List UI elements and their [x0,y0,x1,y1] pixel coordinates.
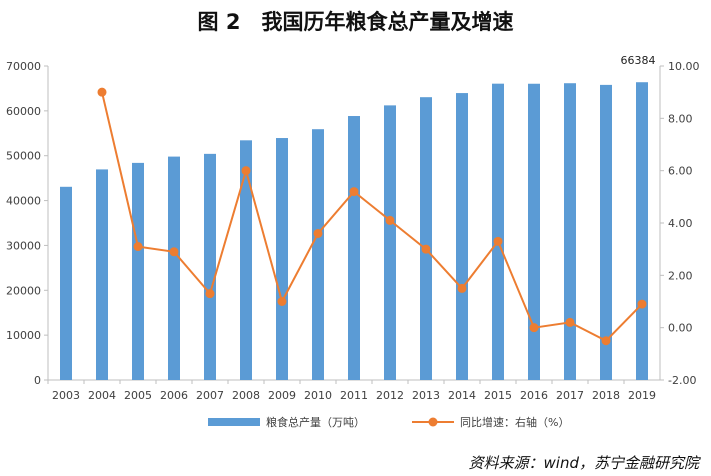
right-tick-label: 8.00 [668,112,693,125]
bar [528,83,540,380]
growth-point [565,317,575,327]
line-series [97,87,647,346]
bar [312,129,324,380]
x-tick-label: 2015 [484,389,512,402]
bar-annotation: 66384 [621,54,656,67]
x-tick-label: 2007 [196,389,224,402]
legend-line-label: 同比增速：右轴（%） [460,415,569,429]
legend-bar-label: 粮食总产量（万吨） [266,415,365,429]
left-tick-label: 10000 [6,329,41,342]
legend: 粮食总产量（万吨） 同比增速：右轴（%） [208,415,569,429]
x-tick-label: 2014 [448,389,476,402]
x-tick-label: 2006 [160,389,188,402]
growth-point [457,283,467,293]
growth-point [601,336,611,346]
bar [348,116,360,380]
x-tick-label: 2003 [52,389,80,402]
growth-point [169,247,179,257]
x-tick-label: 2018 [592,389,620,402]
source-note: 资料来源：wind，苏宁金融研究院 [468,454,699,472]
growth-point [97,87,107,97]
bar [240,140,252,380]
x-tick-label: 2012 [376,389,404,402]
bar [132,162,144,380]
left-tick-label: 70000 [6,60,41,73]
chart-title: 图 2 我国历年粮食总产量及增速 [197,10,514,34]
left-tick-label: 40000 [6,195,41,208]
legend-line-marker [428,417,438,427]
left-tick-label: 30000 [6,239,41,252]
legend-bar-swatch [208,418,260,426]
x-tick-label: 2008 [232,389,260,402]
bar [636,82,648,381]
right-tick-label: 0.00 [668,322,693,335]
x-tick-label: 2013 [412,389,440,402]
growth-line [101,91,643,343]
growth-point [637,299,647,309]
bar [420,97,432,380]
right-tick-label: 2.00 [668,269,693,282]
x-tick-label: 2016 [520,389,548,402]
growth-point [133,242,143,252]
left-tick-label: 0 [34,374,41,387]
bar [384,105,396,380]
growth-point [421,244,431,254]
growth-point [493,236,503,246]
right-tick-label: 6.00 [668,165,693,178]
bar [60,186,72,380]
bar [96,169,108,380]
growth-point [313,228,323,238]
x-tick-label: 2009 [268,389,296,402]
growth-point [349,187,359,197]
growth-point [385,215,395,225]
bar [564,83,576,381]
x-tick-label: 2010 [304,389,332,402]
bar [492,83,504,381]
growth-point [277,297,287,306]
x-tick-label: 2017 [556,389,584,402]
growth-point [529,323,539,333]
bar [204,153,216,380]
right-tick-label: -2.00 [668,374,696,387]
right-tick-label: 10.00 [668,60,700,73]
bar [168,156,180,380]
x-tick-label: 2004 [88,389,116,402]
left-tick-label: 50000 [6,150,41,163]
right-tick-label: 4.00 [668,217,693,230]
growth-point [241,166,251,176]
growth-point [205,289,215,299]
bar [456,93,468,380]
left-tick-label: 60000 [6,105,41,118]
x-tick-label: 2005 [124,389,152,402]
left-tick-label: 20000 [6,284,41,297]
tick-labels: 0 10000 20000 30000 40000 50000 60000 70000 -2.0… [6,54,700,402]
bar [276,138,288,380]
bar-series [60,82,648,381]
x-tick-label: 2019 [628,389,656,402]
bar [600,84,612,380]
x-tick-label: 2011 [340,389,368,402]
